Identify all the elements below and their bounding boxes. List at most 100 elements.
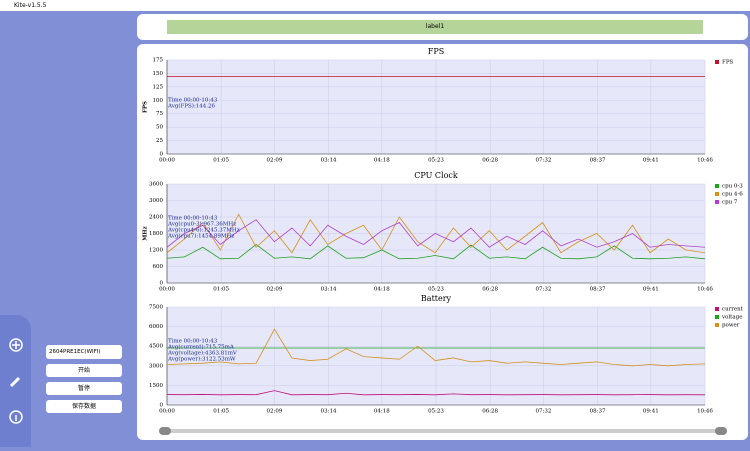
add-icon[interactable] bbox=[9, 338, 23, 352]
charts: FPS FPS 0 25 50 75 100 125 150 175 00:00 01:05 02:09… bbox=[143, 47, 744, 435]
y-tick-label: 4500 bbox=[149, 344, 163, 350]
annotation: Avg(current):715.75mA bbox=[167, 344, 235, 351]
x-tick-label: 02:09 bbox=[267, 409, 283, 415]
legend-swatch bbox=[715, 200, 719, 204]
x-tick-label: 04:18 bbox=[374, 287, 390, 293]
y-tick-label: 50 bbox=[156, 125, 163, 131]
legend-label: power bbox=[722, 323, 740, 329]
y-tick-label: 125 bbox=[153, 84, 164, 90]
series-line bbox=[166, 213, 706, 254]
annotation: Avg(power):3122.53mW bbox=[167, 356, 236, 363]
toolbar: label1 bbox=[137, 14, 748, 40]
x-tick-label: 08:37 bbox=[590, 158, 606, 164]
y-axis-label: FPS bbox=[143, 101, 149, 113]
y-tick-label: 1500 bbox=[149, 383, 163, 389]
x-tick-label: 05:23 bbox=[428, 287, 444, 293]
legend-swatch bbox=[715, 323, 719, 327]
x-tick-label: 07:32 bbox=[536, 287, 552, 293]
status-label: label1 bbox=[167, 20, 703, 34]
chart-title: CPU Clock bbox=[414, 171, 458, 180]
time-slider-track bbox=[165, 429, 725, 433]
x-tick-label: 09:41 bbox=[643, 158, 659, 164]
info-icon[interactable] bbox=[9, 410, 23, 424]
y-tick-label: 600 bbox=[153, 264, 164, 270]
legend-label: cpu 0-3 bbox=[722, 184, 743, 190]
action-button[interactable]: 开始 bbox=[46, 364, 122, 377]
x-tick-label: 00:00 bbox=[159, 409, 175, 415]
time-slider-handle[interactable] bbox=[159, 427, 171, 435]
legend-label: cpu 7 bbox=[722, 200, 738, 206]
x-tick-label: 07:32 bbox=[536, 158, 552, 164]
legend-label: voltage bbox=[721, 315, 742, 321]
x-tick-label: 01:05 bbox=[213, 287, 229, 293]
series-line bbox=[166, 328, 706, 367]
x-tick-label: 01:05 bbox=[213, 409, 229, 415]
x-tick-label: 03:14 bbox=[321, 287, 337, 293]
x-tick-label: 00:00 bbox=[159, 158, 175, 164]
action-button[interactable]: 保存数据 bbox=[46, 400, 122, 413]
x-tick-label: 05:23 bbox=[428, 158, 444, 164]
annotation: Avg(cpu7):1454.89MHz bbox=[167, 233, 234, 240]
y-tick-label: 75 bbox=[156, 111, 163, 117]
x-tick-label: 04:18 bbox=[374, 158, 390, 164]
x-tick-label: 09:41 bbox=[643, 287, 659, 293]
x-tick-label: 10:46 bbox=[697, 158, 713, 164]
x-tick-label: 09:41 bbox=[643, 409, 659, 415]
legend-label: cpu 4-6 bbox=[722, 192, 743, 198]
x-tick-label: 06:28 bbox=[482, 409, 498, 415]
title-bar: Kite-v1.5.5 bbox=[0, 0, 750, 11]
x-tick-label: 10:46 bbox=[697, 409, 713, 415]
y-tick-label: 3000 bbox=[149, 363, 163, 369]
series-line bbox=[166, 219, 706, 248]
x-tick-label: 07:32 bbox=[536, 409, 552, 415]
y-tick-label: 1800 bbox=[149, 231, 163, 237]
y-tick-label: 0 bbox=[160, 281, 164, 287]
chart-panel: FPS FPS 0 25 50 75 100 125 150 175 00:00 01:05 02:09… bbox=[137, 44, 748, 440]
annotation: Avg(cpu0-3):967.36MHz bbox=[167, 221, 236, 228]
legend-swatch bbox=[715, 307, 719, 311]
annotation: Time 00:00-10:43 bbox=[168, 98, 218, 104]
x-tick-label: 00:00 bbox=[159, 287, 175, 293]
series-line bbox=[166, 243, 706, 260]
x-tick-label: 10:46 bbox=[697, 287, 713, 293]
sidebar-icons bbox=[9, 338, 23, 424]
series-line bbox=[166, 390, 706, 396]
annotation: Time 00:00-10:43 bbox=[168, 339, 218, 345]
chart-title: FPS bbox=[428, 47, 444, 56]
y-tick-label: 25 bbox=[156, 138, 163, 144]
y-tick-label: 3000 bbox=[149, 198, 163, 204]
legend-swatch bbox=[715, 192, 719, 196]
annotation: Avg(voltage):4363.81mV bbox=[167, 350, 238, 357]
chart-title: Battery bbox=[421, 294, 452, 303]
y-tick-label: 150 bbox=[153, 71, 164, 77]
x-tick-label: 03:14 bbox=[321, 409, 337, 415]
x-tick-label: 08:37 bbox=[590, 409, 606, 415]
y-tick-label: 2400 bbox=[149, 215, 163, 221]
x-tick-label: 02:09 bbox=[267, 287, 283, 293]
legend-swatch bbox=[715, 315, 719, 319]
y-tick-label: 6000 bbox=[149, 324, 163, 330]
y-tick-label: 0 bbox=[160, 403, 164, 409]
y-axis-label: MHz bbox=[143, 226, 149, 240]
y-tick-label: 0 bbox=[160, 152, 164, 158]
y-tick-label: 175 bbox=[153, 58, 164, 64]
x-tick-label: 05:23 bbox=[428, 409, 444, 415]
annotation: Time 00:00-10:43 bbox=[168, 216, 218, 222]
annotation: Avg(FPS):144.26 bbox=[167, 103, 216, 110]
x-tick-label: 03:14 bbox=[321, 158, 337, 164]
legend-swatch bbox=[715, 184, 719, 188]
device-select[interactable]: 2604PRE1EC(WIFI) bbox=[46, 345, 122, 359]
action-button[interactable]: 暂停 bbox=[46, 382, 122, 395]
time-slider-handle[interactable] bbox=[715, 427, 727, 435]
sidebar bbox=[0, 315, 31, 447]
legend-label: current bbox=[722, 307, 744, 313]
y-tick-label: 1200 bbox=[149, 248, 163, 254]
settings-icon[interactable] bbox=[9, 376, 21, 388]
y-tick-label: 3600 bbox=[149, 182, 163, 188]
add-icon-plus bbox=[12, 341, 20, 349]
y-tick-label: 100 bbox=[153, 98, 164, 104]
annotation: Avg(cpu4-6):1245.37MHz bbox=[167, 227, 240, 234]
y-tick-label: 7500 bbox=[149, 305, 163, 311]
x-tick-label: 04:18 bbox=[374, 409, 390, 415]
